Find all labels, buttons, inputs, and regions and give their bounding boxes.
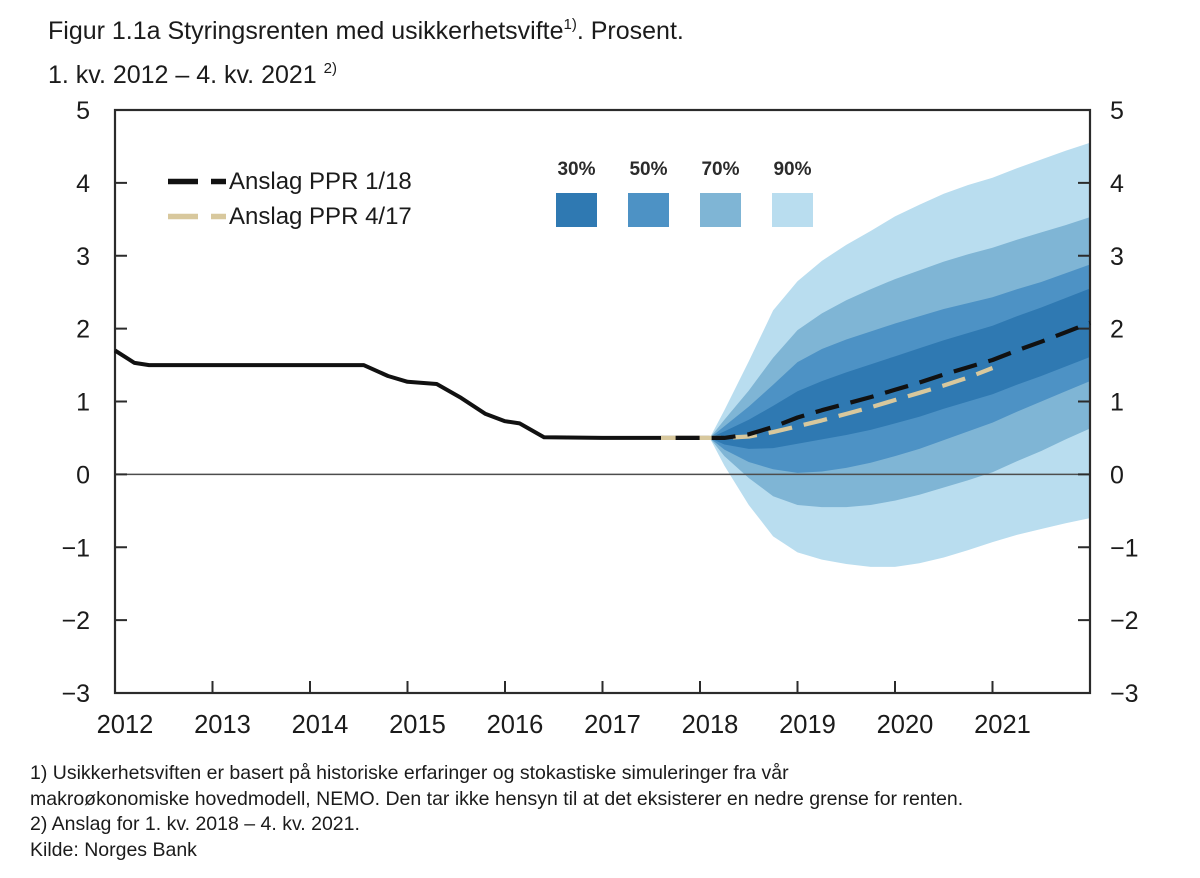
footnote-ref-1: 1) <box>563 16 577 33</box>
dash-sample-ppr417-icon <box>168 213 226 220</box>
fan-legend-item-30: 30% <box>556 159 597 227</box>
title-text: Figur 1.1a Styringsrenten med usikkerhet… <box>48 17 564 45</box>
fan-legend-item-70: 70% <box>700 159 741 227</box>
fan-legend-item-90: 90% <box>772 159 813 227</box>
y-axis-label-right: −3 <box>1110 680 1139 708</box>
fan-legend: 30% 50% 70% 90% <box>556 159 813 227</box>
x-axis-label: 2019 <box>779 711 836 739</box>
x-axis-label: 2017 <box>584 711 641 739</box>
x-axis-label: 2014 <box>292 711 349 739</box>
fan-label-30: 30% <box>557 159 596 180</box>
figure-title-line1: Figur 1.1a Styringsrenten med usikkerhet… <box>48 6 684 50</box>
series-line-2 <box>675 320 1091 440</box>
y-axis-label-right: −1 <box>1110 534 1139 562</box>
y-axis-label-right: 3 <box>1110 243 1124 271</box>
y-axis-label-right: 5 <box>1110 97 1124 125</box>
x-axis-label: 2012 <box>97 711 154 739</box>
fan-label-70: 70% <box>701 159 740 180</box>
y-axis-label-right: 0 <box>1110 461 1124 489</box>
legend-item-ppr118: Anslag PPR 1/18 <box>168 164 412 199</box>
fan-band-30 <box>709 288 1090 449</box>
y-axis-label-left: −1 <box>61 534 90 562</box>
y-axis-label-left: −3 <box>61 680 90 708</box>
figure-title: Figur 1.1a Styringsrenten med usikkerhet… <box>48 6 684 94</box>
y-axis-label-left: 0 <box>76 461 90 489</box>
y-axis-label-right: 1 <box>1110 389 1124 417</box>
y-axis-label-right: 4 <box>1110 170 1124 198</box>
footnote-2: 2) Anslag for 1. kv. 2018 – 4. kv. 2021. <box>30 813 360 835</box>
y-axis-label-left: 2 <box>76 316 90 344</box>
footnotes: 1) Usikkerhetsviften er basert på histor… <box>30 761 963 863</box>
fan-label-90: 90% <box>773 159 812 180</box>
footnote-1-line1: 1) Usikkerhetsviften er basert på histor… <box>30 762 789 784</box>
y-axis-label-right: −2 <box>1110 607 1139 635</box>
footnote-ref-2: 2) <box>323 60 337 77</box>
fan-legend-item-50: 50% <box>628 159 669 227</box>
figure-title-line2: 1. kv. 2012 – 4. kv. 2021 2) <box>48 50 684 94</box>
legend-item-ppr417: Anslag PPR 4/17 <box>168 199 412 234</box>
source-line: Kilde: Norges Bank <box>30 838 197 861</box>
fan-swatch-50 <box>628 193 669 227</box>
y-axis-label-left: −2 <box>61 607 90 635</box>
x-axis-label: 2020 <box>877 711 934 739</box>
title-period: 1. kv. 2012 – 4. kv. 2021 <box>48 61 317 89</box>
legend-label-ppr417: Anslag PPR 4/17 <box>229 202 412 230</box>
x-axis-label: 2013 <box>194 711 251 739</box>
y-axis-label-left: 3 <box>76 243 90 271</box>
title-tail: . Prosent. <box>576 17 684 45</box>
y-axis-label-right: 2 <box>1110 316 1124 344</box>
legend-label-ppr118: Anslag PPR 1/18 <box>229 167 412 195</box>
fan-swatch-30 <box>556 193 597 227</box>
series-line-0 <box>113 348 710 440</box>
fan-swatch-90 <box>772 193 813 227</box>
x-axis-label: 2021 <box>974 711 1031 739</box>
y-axis-label-left: 5 <box>76 97 90 125</box>
x-axis-label: 2016 <box>487 711 544 739</box>
y-axis-label-left: 1 <box>76 389 90 417</box>
x-axis-label: 2015 <box>389 711 446 739</box>
dash-sample-ppr118-icon <box>168 178 226 185</box>
x-axis-label: 2018 <box>682 711 739 739</box>
y-axis-label-left: 4 <box>76 170 90 198</box>
footnote-1-line2: makroøkonomiske hovedmodell, NEMO. Den t… <box>30 787 964 810</box>
fan-label-50: 50% <box>629 159 668 180</box>
series-legend: Anslag PPR 1/18 Anslag PPR 4/17 <box>168 164 412 234</box>
fan-swatch-70 <box>700 193 741 227</box>
